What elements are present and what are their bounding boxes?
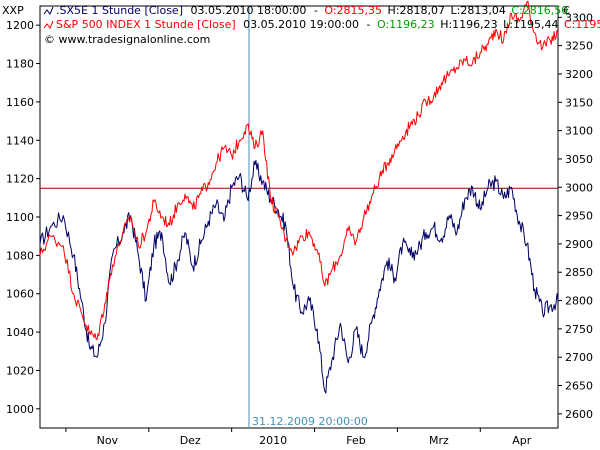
legend-spx-dash: - [367, 18, 371, 31]
series-layer [39, 0, 559, 394]
series-line [39, 159, 559, 394]
right-tick-label: 2750 [565, 323, 593, 336]
left-tick-label: 1060 [6, 288, 34, 301]
x-tick-label: Apr [512, 434, 532, 447]
right-tick-label: 3100 [565, 125, 593, 138]
legend-spx-name: S&P 500 INDEX 1 Stunde [Close] [56, 18, 236, 31]
x-tick-label: Feb [346, 434, 365, 447]
left-tick-label: 1160 [6, 96, 34, 109]
legend-spx-date: 03.05.2010 19:00:00 [243, 18, 359, 31]
legend-sx5e-open: O:2815,35 [324, 4, 382, 17]
left-tick-label: 1080 [6, 249, 34, 262]
legend-spx: S&P 500 INDEX 1 Stunde [Close] 03.05.201… [56, 18, 600, 31]
right-axis: 2600 2650 2700 2750 2800 2850 2900 2950 3000 3050… [558, 11, 593, 421]
left-tick-label: 1140 [6, 134, 34, 147]
legend-sx5e-name: .SX5E 1 Stunde [Close] [56, 4, 183, 17]
x-tick-label: Dez [180, 434, 201, 447]
left-tick-label: 1120 [6, 173, 34, 186]
right-tick-label: 2650 [565, 380, 593, 393]
right-tick-label: 2900 [565, 238, 593, 251]
left-tick-label: 1020 [6, 364, 34, 377]
legend-sx5e-high: H:2818,07 [388, 4, 445, 17]
legend-sx5e-date: 03.05.2010 18:00:00 [191, 4, 307, 17]
legend-sx5e: .SX5E 1 Stunde [Close] 03.05.2010 18:00:… [56, 4, 568, 17]
series-line [39, 0, 559, 341]
legend-sx5e-close: C:2816,50 [511, 4, 568, 17]
right-tick-label: 2800 [565, 295, 593, 308]
right-tick-label: 2850 [565, 266, 593, 279]
left-tick-label: 1100 [6, 211, 34, 224]
right-tick-label: 3200 [565, 68, 593, 81]
right-tick-label: 3000 [565, 181, 593, 194]
copyright-text: © www.tradesignalonline.com [44, 33, 210, 46]
x-tick-label: 2010 [259, 434, 287, 447]
left-tick-label: 1040 [6, 326, 34, 339]
left-axis-unit: XXP [2, 4, 24, 17]
left-axis: 1000 1020 1040 1060 1080 1100 1120 1140 1160 1180… [6, 19, 40, 416]
right-tick-label: 3050 [565, 153, 593, 166]
right-tick-label: 3250 [565, 40, 593, 53]
legend-sx5e-dash: - [314, 4, 318, 17]
right-tick-label: 2950 [565, 210, 593, 223]
x-axis: Nov Dez 2010 Feb Mrz Apr [65, 428, 532, 447]
right-tick-label: 2600 [565, 408, 593, 421]
left-tick-label: 1000 [6, 403, 34, 416]
legend-sx5e-low: L:2813,04 [451, 4, 506, 17]
legend-spx-close: C:1195,81 [564, 18, 600, 31]
right-tick-label: 3150 [565, 96, 593, 109]
x-tick-label: Nov [97, 434, 119, 447]
right-tick-label: 3300 [565, 11, 593, 24]
left-tick-label: 1200 [6, 19, 34, 32]
legend: .SX5E 1 Stunde [Close] 03.05.2010 18:00:… [43, 4, 600, 46]
x-tick-label: Mrz [429, 434, 449, 447]
crosshair-label: 31.12.2009 20:00:00 [252, 415, 368, 428]
legend-spx-open: O:1196,23 [377, 18, 435, 31]
legend-spx-high: H:1196,23 [440, 18, 497, 31]
right-axis-unit: € [563, 4, 570, 17]
left-tick-label: 1180 [6, 58, 34, 71]
legend-line-icon [43, 20, 54, 29]
legend-spx-low: L:1195,44 [503, 18, 558, 31]
legend-line-icon [43, 6, 54, 15]
right-tick-label: 2700 [565, 351, 593, 364]
